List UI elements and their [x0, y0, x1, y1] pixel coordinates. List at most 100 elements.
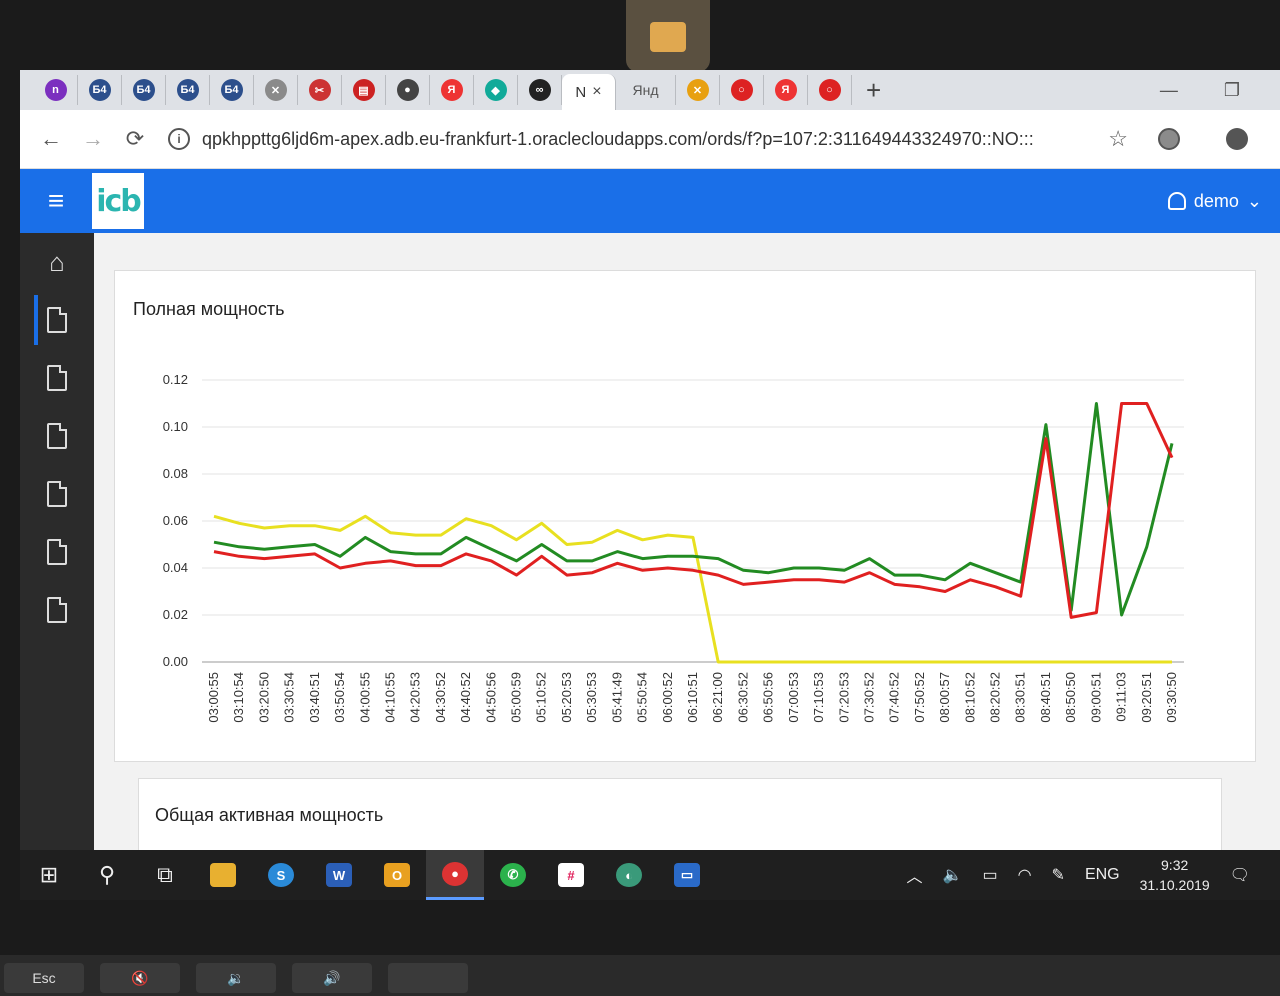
x-tick-label: 03:10:54 [231, 672, 246, 723]
browser-tab[interactable]: Б4 [166, 75, 210, 105]
x-tick-label: 07:10:53 [811, 672, 826, 723]
skype-icon[interactable]: S [252, 850, 310, 900]
address-bar[interactable]: i qpkhppttg6ljd6m-apex.adb.eu-frankfurt-… [168, 121, 1128, 157]
battery-icon[interactable]: ▭ [982, 867, 998, 884]
new-tab-button[interactable]: + [866, 74, 882, 105]
wifi-icon[interactable]: ◠ [1017, 867, 1032, 884]
browser-toolbar: ← → ⟳ i qpkhppttg6ljd6m-apex.adb.eu-fran… [20, 110, 1280, 169]
pen-icon[interactable]: ✎ [1051, 867, 1065, 884]
task-view-icon[interactable]: ⧉ [157, 862, 173, 887]
site-icon: Б4 [132, 79, 155, 101]
user-icon [1167, 192, 1186, 210]
browser-tab[interactable]: ○ [808, 75, 852, 105]
browser-tab[interactable]: ✕ [676, 75, 720, 105]
nav-page-3[interactable] [20, 407, 94, 465]
share-icon: ✂ [308, 79, 331, 101]
browser-tab[interactable]: Б4 [122, 75, 166, 105]
nav-page-1[interactable] [20, 291, 94, 349]
teal-icon: ◆ [484, 79, 507, 101]
page-icon [47, 539, 67, 565]
outlook-icon[interactable]: O [368, 850, 426, 900]
esc-key: Esc [4, 963, 84, 993]
network-app-icon[interactable]: ◐ [600, 850, 658, 900]
browser-tab[interactable]: Я [430, 75, 474, 105]
close-tab-icon[interactable]: × [592, 83, 602, 100]
menu-hamburger-icon[interactable]: ≡ [47, 185, 65, 216]
user-name: demo [1193, 190, 1239, 211]
browser-tab[interactable]: ● [386, 75, 430, 105]
whatsapp-icon[interactable]: ✆ [484, 850, 542, 900]
browser-tab[interactable]: ✂ [298, 75, 342, 105]
browser-tab[interactable]: ▤ [342, 75, 386, 105]
browser-tab[interactable]: Б4 [210, 75, 254, 105]
back-button[interactable]: ← [40, 126, 62, 151]
laptop-keyboard: Esc 🔇 🔉 🔊 [0, 955, 1280, 996]
nav-home[interactable]: ⌂ [20, 233, 94, 291]
globe-icon: ● [396, 79, 419, 101]
browser-tab[interactable]: Янд [616, 75, 676, 105]
x-tick-label: 04:50:56 [483, 672, 498, 723]
x-tick-label: 03:20:50 [256, 672, 271, 723]
page-icon [47, 481, 67, 507]
language-indicator[interactable]: ENG [1084, 866, 1120, 883]
x-tick-label: 08:50:50 [1063, 672, 1078, 723]
user-menu[interactable]: demo ⌄ [1167, 190, 1262, 212]
browser-tab[interactable]: ∞ [518, 75, 562, 105]
volume-down-key: 🔉 [196, 963, 276, 993]
restore-button[interactable]: ❐ [1223, 79, 1240, 100]
x-tick-label: 03:30:54 [282, 672, 297, 723]
chrome-icon[interactable]: ● [426, 850, 484, 900]
browser-tab[interactable]: ○ [720, 75, 764, 105]
x-tick-label: 07:20:53 [836, 672, 851, 723]
notifications-icon[interactable]: 🗨 [1229, 867, 1250, 884]
nav-page-4[interactable] [20, 465, 94, 523]
page-icon [47, 365, 67, 391]
x-tick-label: 05:50:54 [635, 672, 650, 723]
app-logo[interactable]: icb [92, 173, 144, 229]
site-info-icon[interactable]: i [168, 128, 190, 150]
bookmark-star-icon[interactable]: ☆ [1108, 126, 1128, 151]
oracle-icon: ○ [818, 79, 841, 101]
series-line-2 [213, 402, 1174, 617]
browser-tab[interactable]: Б4 [78, 75, 122, 105]
reload-button[interactable]: ⟳ [125, 126, 145, 151]
browser-tab[interactable]: Я [764, 75, 808, 105]
power-line-chart: 0.12 0.10 0.08 0.06 0.04 0.02 0.00 03:00:55 03:1… [163, 372, 1184, 723]
extension-icon[interactable] [1158, 128, 1180, 150]
browser-tab[interactable]: n [34, 75, 78, 105]
slack-icon[interactable]: # [542, 850, 600, 900]
browser-tab[interactable]: ◆ [474, 75, 518, 105]
browser-tab[interactable]: ✕ [254, 75, 298, 105]
chevron-up-icon[interactable]: ︿ [906, 869, 923, 886]
x-tick-label: 06:10:51 [685, 672, 700, 723]
x-tick-label: 08:30:51 [1013, 672, 1028, 723]
search-icon[interactable]: ⚲ [98, 862, 116, 887]
chart-region-active-power: Общая активная мощность [138, 778, 1222, 860]
x-tick-label: 09:11:03 [1114, 672, 1129, 722]
clock[interactable]: 9:32 31.10.2019 [1140, 855, 1210, 895]
volume-icon[interactable]: 🔈 [942, 867, 963, 884]
x-tick-label: 04:30:52 [433, 672, 448, 723]
minimize-button[interactable]: — [1159, 79, 1178, 100]
nav-page-6[interactable] [20, 581, 94, 639]
y-tick-label: 0.02 [163, 607, 188, 622]
region-title: Общая активная мощность [155, 805, 384, 825]
series-line-1 [213, 514, 1172, 664]
remote-desktop-icon[interactable]: ▭ [658, 850, 716, 900]
page-icon [47, 423, 67, 449]
start-button[interactable]: ⊞ [39, 862, 59, 887]
forward-button[interactable]: → [82, 126, 104, 151]
system-tray: ︿ 🔈 ▭ ◠ ✎ ENG 9:32 31.10.2019 🗨 [907, 855, 1280, 895]
file-explorer-icon[interactable] [194, 850, 252, 900]
nav-page-2[interactable] [20, 349, 94, 407]
word-icon[interactable]: W [310, 850, 368, 900]
browser-tab-active[interactable]: N × [562, 74, 616, 110]
x-tick-label: 05:10:52 [534, 672, 549, 723]
x-tick-label: 06:21:00 [710, 672, 725, 723]
x-tick-label: 03:00:55 [206, 672, 221, 723]
nav-page-5[interactable] [20, 523, 94, 581]
x-tick-label: 08:40:51 [1038, 672, 1053, 723]
profile-avatar-icon[interactable] [1226, 128, 1248, 150]
chevron-down-icon: ⌄ [1246, 190, 1262, 211]
x-tick-label: 07:30:52 [861, 672, 876, 723]
